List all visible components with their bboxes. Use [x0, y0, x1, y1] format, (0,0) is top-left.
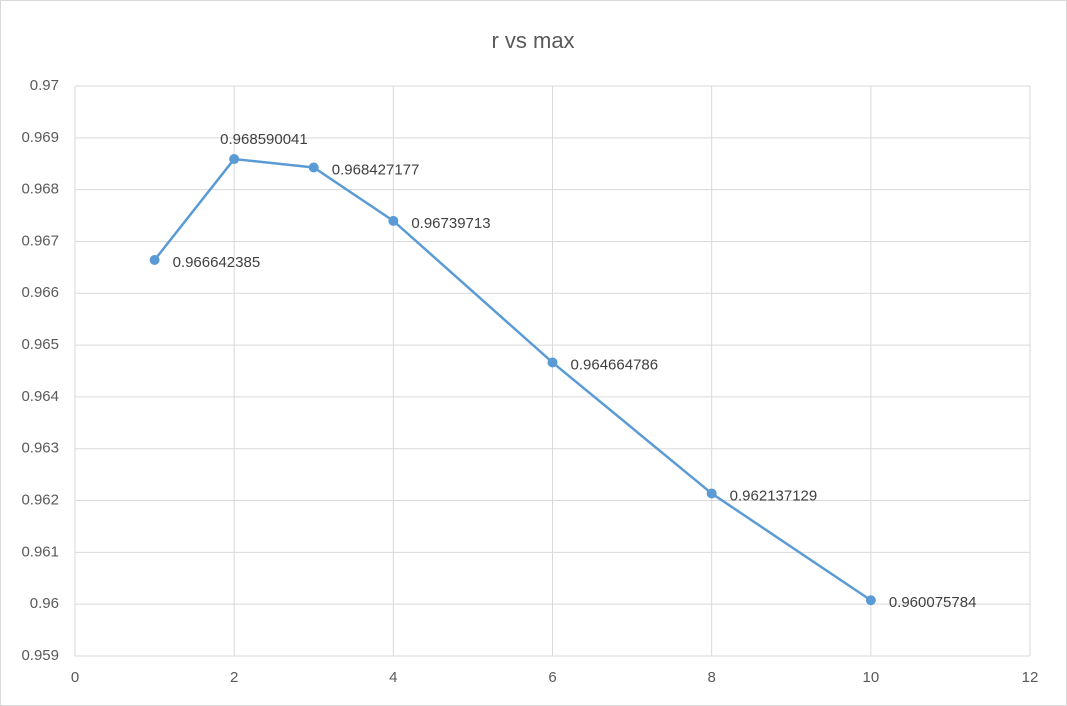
data-point — [706, 488, 717, 499]
data-point — [308, 162, 319, 173]
y-tick-label: 0.968 — [21, 181, 59, 198]
x-tick-label: 12 — [1022, 669, 1039, 686]
y-tick-label: 0.963 — [21, 440, 59, 457]
data-label: 0.960075784 — [889, 594, 977, 611]
data-point — [547, 357, 558, 368]
data-point — [865, 595, 876, 606]
y-tick-label: 0.967 — [21, 232, 59, 249]
y-tick-label: 0.964 — [21, 388, 59, 405]
y-tick-label: 0.97 — [30, 77, 59, 94]
x-tick-label: 4 — [389, 669, 397, 686]
y-tick-label: 0.966 — [21, 284, 59, 301]
data-label: 0.962137129 — [730, 487, 818, 504]
data-label: 0.968590041 — [220, 131, 308, 148]
y-tick-label: 0.959 — [21, 647, 59, 664]
x-tick-label: 0 — [71, 669, 79, 686]
y-tick-label: 0.962 — [21, 492, 59, 509]
x-tick-label: 8 — [707, 669, 715, 686]
data-label: 0.968427177 — [332, 161, 420, 178]
data-point — [388, 215, 399, 226]
data-point — [229, 154, 240, 165]
chart-title: r vs max — [491, 28, 574, 53]
data-label: 0.966642385 — [173, 254, 261, 271]
data-label: 0.964664786 — [571, 356, 659, 373]
x-tick-label: 6 — [548, 669, 556, 686]
x-tick-label: 2 — [230, 669, 238, 686]
x-tick-label: 10 — [862, 669, 879, 686]
y-tick-label: 0.96 — [30, 595, 59, 612]
data-point — [149, 254, 160, 265]
y-tick-label: 0.961 — [21, 543, 59, 560]
y-tick-label: 0.969 — [21, 129, 59, 146]
data-label: 0.96739713 — [411, 215, 490, 232]
y-tick-label: 0.965 — [21, 336, 59, 353]
